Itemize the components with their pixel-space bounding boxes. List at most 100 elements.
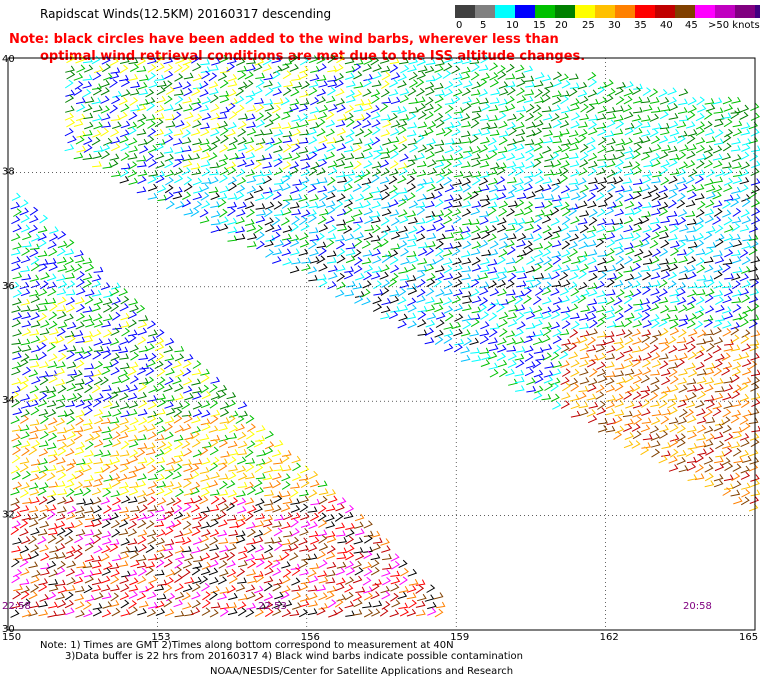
wind-barb — [471, 241, 482, 250]
wind-barb — [299, 594, 310, 602]
wind-barb — [533, 312, 544, 319]
legend-swatch — [755, 5, 760, 18]
wind-barb — [48, 552, 59, 560]
wind-barb — [712, 216, 722, 225]
wind-barb — [92, 71, 102, 81]
wind-barb — [714, 224, 724, 234]
legend-swatch — [535, 5, 555, 18]
wind-barb — [399, 576, 408, 586]
wind-barb — [290, 88, 300, 97]
wind-barb — [579, 352, 590, 360]
wind-barb — [111, 478, 121, 488]
wind-barb — [265, 87, 274, 97]
wind-barb — [605, 425, 616, 433]
wind-barb — [569, 73, 579, 80]
wind-barb — [309, 194, 319, 202]
wind-barb — [722, 96, 733, 105]
wind-barb — [515, 254, 524, 264]
wind-barb — [353, 216, 363, 224]
wind-barb — [568, 281, 578, 290]
wind-barb — [749, 314, 760, 321]
wind-barb — [326, 489, 336, 497]
wind-barb — [489, 240, 499, 249]
wind-barb — [344, 601, 355, 609]
wind-barb — [433, 191, 443, 200]
wind-barb — [741, 266, 751, 274]
wind-barb — [282, 58, 293, 66]
wind-barb — [130, 104, 141, 112]
wind-barb — [37, 528, 48, 536]
wind-barb — [551, 377, 561, 386]
wind-barb — [687, 191, 697, 200]
wind-barb — [641, 399, 650, 408]
wind-barb — [624, 304, 633, 313]
wind-barb — [253, 529, 264, 538]
wind-barb — [424, 103, 434, 112]
wind-barb — [327, 224, 337, 234]
wind-barb — [254, 464, 264, 473]
wind-barb — [217, 384, 228, 393]
wind-barb — [382, 553, 392, 561]
wind-barb — [317, 529, 328, 537]
wind-barb — [128, 111, 138, 121]
wind-barb — [390, 72, 401, 80]
wind-barb — [354, 99, 365, 106]
wind-barb — [399, 215, 409, 224]
wind-barb — [101, 519, 111, 529]
wind-barb — [490, 88, 501, 96]
wind-barb — [661, 368, 671, 377]
wind-barb — [281, 464, 292, 472]
wind-barb — [38, 361, 49, 369]
wind-barb — [217, 192, 228, 200]
wind-barb — [515, 359, 525, 369]
wind-barb — [624, 122, 635, 130]
wind-barb — [66, 345, 77, 352]
wind-barb — [220, 134, 229, 144]
wind-barb — [434, 95, 444, 104]
wind-barb — [256, 558, 265, 568]
wind-barb — [327, 65, 337, 73]
wind-barb — [93, 313, 103, 322]
wind-barb — [661, 442, 672, 449]
wind-barb — [533, 233, 543, 242]
wind-barb — [452, 200, 463, 208]
wind-barb — [281, 551, 290, 561]
wind-barb — [623, 146, 634, 154]
wind-barb — [227, 143, 237, 151]
wind-barb — [164, 135, 174, 144]
wind-barb — [588, 288, 598, 297]
wind-barb — [461, 314, 472, 322]
wind-barb — [461, 87, 471, 97]
wind-barb — [19, 519, 29, 529]
wind-barb — [407, 112, 417, 122]
wind-barb — [406, 250, 417, 258]
wind-barb — [75, 610, 85, 618]
wind-barb — [578, 233, 588, 242]
wind-barb — [217, 592, 228, 601]
wind-barb — [398, 267, 408, 274]
wind-barb — [632, 320, 643, 328]
wind-barb — [164, 95, 173, 105]
wind-barb — [388, 278, 398, 288]
wind-barb — [344, 560, 355, 569]
wind-barb — [282, 257, 292, 266]
wind-barb — [478, 64, 489, 71]
wind-barb — [569, 225, 579, 232]
wind-barb — [109, 600, 120, 608]
wind-barb — [145, 114, 156, 121]
wind-barb — [109, 417, 120, 424]
wind-barb — [605, 361, 615, 369]
wind-barb — [732, 128, 743, 137]
wind-barb — [83, 144, 93, 153]
wind-barb — [65, 289, 76, 296]
wind-barb — [82, 74, 93, 81]
wind-barb — [488, 328, 498, 338]
wind-barb — [470, 288, 480, 297]
wind-barb — [390, 583, 400, 592]
wind-barb — [739, 433, 750, 441]
wind-barb — [686, 378, 697, 385]
wind-barb — [640, 265, 651, 272]
wind-barb — [236, 535, 246, 544]
wind-barb — [191, 168, 202, 176]
wind-barb — [480, 72, 491, 81]
